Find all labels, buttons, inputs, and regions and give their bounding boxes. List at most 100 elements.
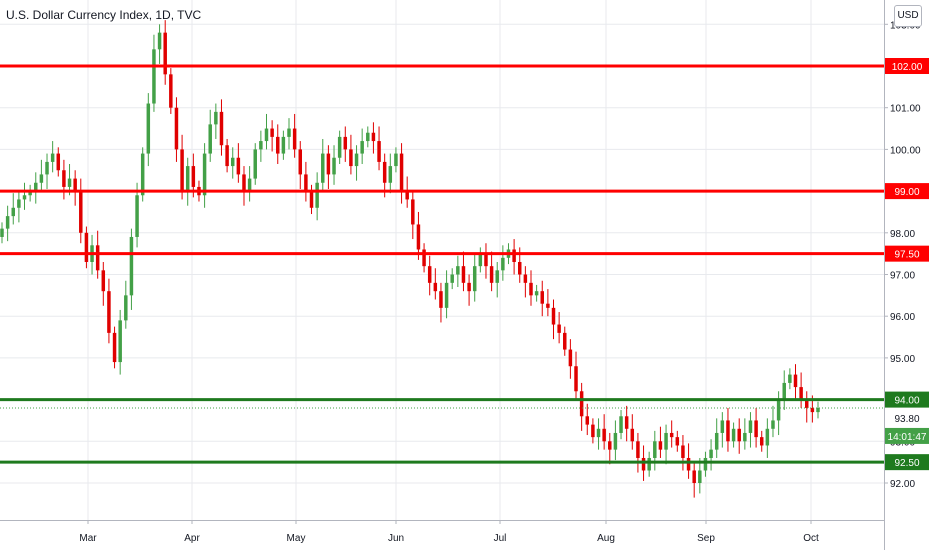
candle-body: [354, 153, 359, 167]
candle-body: [456, 266, 460, 275]
candle-body: [416, 224, 421, 250]
candle-body: [478, 253, 483, 267]
candle-body: [444, 282, 449, 308]
candle-body: [591, 424, 595, 438]
candle-body: [585, 416, 590, 425]
candle-body: [202, 153, 207, 196]
candle-body: [315, 182, 319, 208]
candle-body: [270, 128, 274, 137]
candle-body: [321, 153, 325, 183]
candle-body: [686, 457, 691, 471]
x-tick-label: Apr: [184, 533, 200, 544]
candle-body: [630, 428, 635, 442]
candle-body: [551, 307, 556, 325]
x-tick-label: Jul: [494, 533, 507, 544]
candle-body: [337, 136, 342, 158]
candle-body: [185, 166, 190, 192]
y-tick-label: 92.00: [890, 479, 915, 490]
candle-body: [135, 195, 139, 237]
candle-body: [714, 432, 719, 450]
candle-body: [169, 74, 173, 108]
candle-body: [495, 270, 499, 283]
candle-body: [394, 153, 398, 167]
candle-body: [298, 149, 303, 175]
candle-body: [399, 153, 404, 192]
last-price-label: 93.80: [894, 414, 919, 425]
candle-body: [720, 420, 725, 433]
currency-button[interactable]: USD: [894, 5, 922, 27]
candle-body: [782, 382, 786, 400]
candle-body: [743, 432, 747, 442]
candle-body: [557, 324, 561, 333]
candle-body: [467, 282, 471, 292]
candle-body: [28, 191, 32, 196]
candle-body: [388, 166, 393, 183]
candle-body: [360, 141, 364, 154]
candle-body: [411, 199, 415, 225]
candle-body: [669, 432, 674, 438]
candle-body: [816, 407, 820, 413]
candle-body: [489, 266, 494, 283]
candle-body: [619, 416, 623, 433]
candle-body: [247, 178, 252, 192]
candle-body: [219, 111, 224, 146]
candle-body: [596, 428, 601, 438]
y-tick-label: 98.00: [890, 229, 915, 240]
candle-body: [405, 191, 409, 200]
level-label: 102.00: [892, 62, 923, 73]
candle-body: [765, 428, 770, 446]
x-tick-label: Aug: [597, 533, 615, 544]
candle-body: [371, 132, 376, 142]
candle-body: [377, 141, 381, 162]
candle-body: [675, 437, 680, 446]
candle-body: [349, 149, 353, 167]
candle-body: [776, 399, 781, 421]
level-label: 97.50: [894, 250, 919, 261]
candle-body: [563, 332, 567, 350]
candle-body: [433, 282, 438, 292]
candle-body: [512, 249, 516, 262]
candle-body: [624, 416, 629, 429]
candle-body: [191, 166, 196, 187]
candle-body: [472, 266, 477, 292]
candle-body: [242, 174, 246, 192]
candle-body: [180, 149, 184, 192]
candle-body: [50, 153, 55, 162]
candle-body: [332, 157, 336, 175]
candle-body: [5, 216, 10, 229]
candle-body: [304, 174, 308, 192]
candle-body: [129, 236, 134, 296]
candle-body: [264, 128, 269, 142]
candle-body: [118, 320, 122, 363]
candle-body: [84, 232, 89, 262]
candle-body: [540, 291, 544, 304]
countdown-label-bg: [885, 427, 929, 444]
level-label-bg: [885, 58, 929, 74]
countdown-label: 14:01:47: [888, 432, 927, 443]
candle-body: [67, 178, 72, 187]
candle-body: [737, 428, 741, 442]
level-label: 99.00: [894, 187, 919, 198]
candle-body: [703, 457, 708, 471]
candle-body: [726, 420, 730, 442]
candle-body: [163, 32, 167, 75]
candle-body: [529, 282, 533, 296]
candle-body: [45, 161, 49, 175]
candle-body: [292, 128, 297, 150]
candle-body: [140, 153, 145, 196]
candle-body: [17, 199, 21, 208]
candle-body: [62, 170, 66, 187]
x-tick-label: Jun: [388, 533, 404, 544]
candle-body: [146, 103, 151, 154]
candle-body: [259, 141, 263, 150]
level-label-bg: [885, 245, 929, 262]
x-tick-label: May: [287, 533, 306, 544]
candle-body: [523, 274, 528, 283]
candle-body: [382, 161, 387, 183]
chart-title: U.S. Dollar Currency Index, 1D, TVC: [6, 8, 202, 22]
level-label: 92.50: [894, 458, 919, 469]
candle-body: [422, 249, 426, 267]
candle-body: [754, 420, 758, 438]
candle-body: [281, 136, 286, 154]
